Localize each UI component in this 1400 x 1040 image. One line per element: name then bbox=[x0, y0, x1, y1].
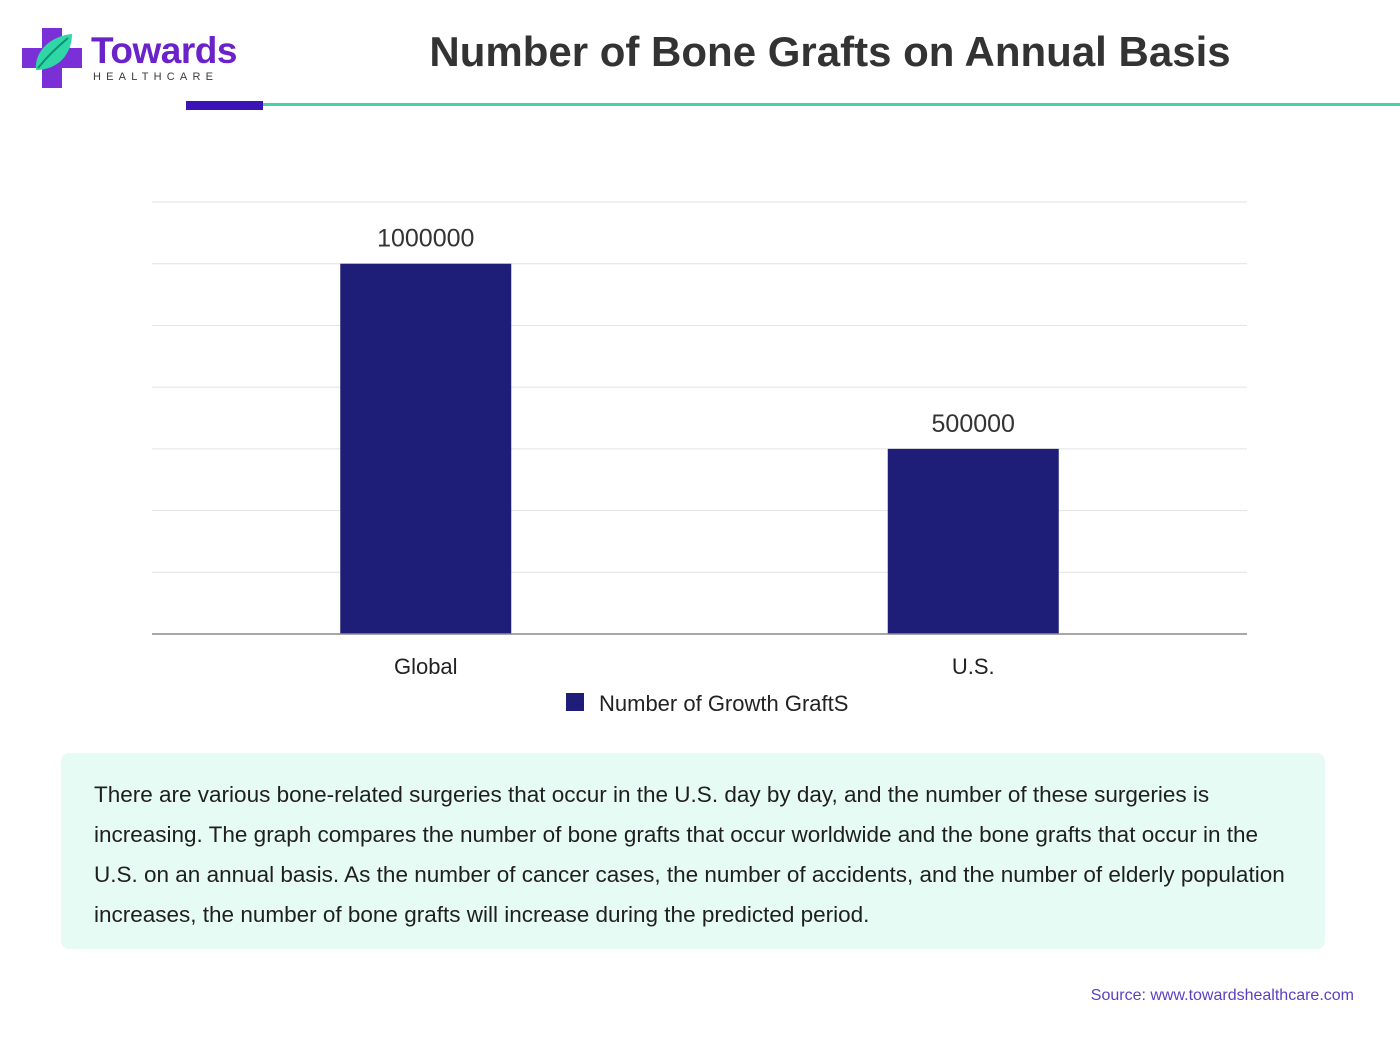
data-label: 500000 bbox=[932, 410, 1015, 438]
brand-name: Towards bbox=[91, 30, 237, 71]
source-text: Source: www.towardshealthcare.com bbox=[1090, 987, 1354, 1004]
bar-chart: 1000000 Global 500000 U.S. Number of Growth … bbox=[152, 201, 1247, 716]
brand-logo: Towards HEALTHCARE bbox=[22, 22, 237, 88]
description-box: There are various bone-related surgeries… bbox=[61, 753, 1325, 949]
page-title: Number of Bone Grafts on Annual Basis bbox=[429, 28, 1231, 75]
header-divider bbox=[263, 103, 1400, 106]
x-tick-label: Global bbox=[394, 654, 458, 679]
bar bbox=[340, 263, 512, 634]
bar bbox=[887, 448, 1059, 634]
header-divider-accent bbox=[186, 101, 263, 110]
data-label: 1000000 bbox=[377, 225, 474, 253]
brand-subname: HEALTHCARE bbox=[93, 71, 219, 83]
x-tick-label: U.S. bbox=[952, 654, 995, 679]
medical-cross-leaf-icon bbox=[22, 28, 82, 88]
legend-label: Number of Growth GraftS bbox=[599, 691, 848, 716]
description-text: There are various bone-related surgeries… bbox=[94, 782, 1285, 927]
legend-swatch bbox=[566, 693, 584, 711]
